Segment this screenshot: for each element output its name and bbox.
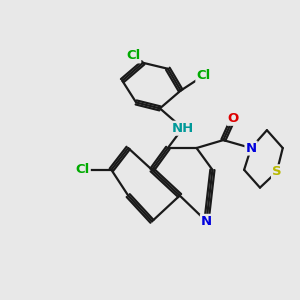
Text: N: N: [245, 142, 256, 154]
Text: Cl: Cl: [126, 50, 140, 62]
Text: NH: NH: [172, 122, 194, 135]
Text: S: S: [272, 165, 282, 178]
Text: Cl: Cl: [196, 69, 211, 82]
Text: N: N: [201, 215, 212, 228]
Text: Cl: Cl: [76, 163, 90, 176]
Text: O: O: [228, 112, 239, 125]
